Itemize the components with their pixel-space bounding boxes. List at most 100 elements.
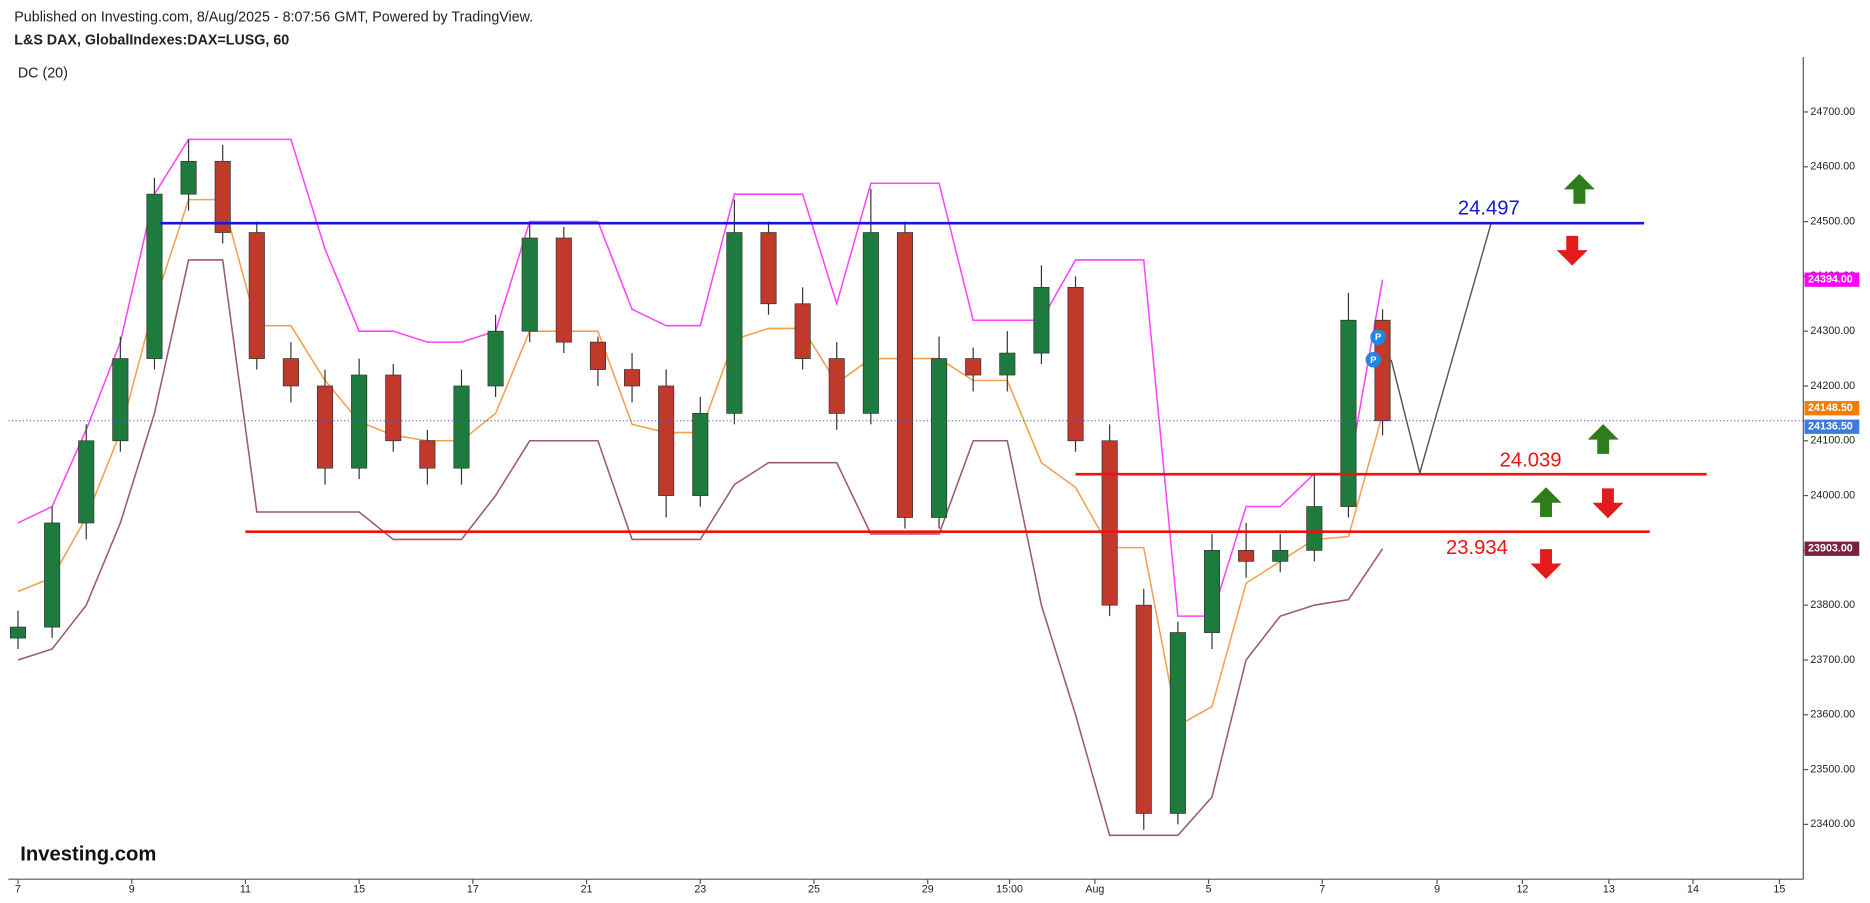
y-tick-label: 23700.00 — [1810, 654, 1855, 666]
candle-body — [351, 374, 368, 469]
x-tick-label: 15 — [1773, 884, 1785, 896]
candle-body — [862, 232, 879, 414]
candle-body — [282, 358, 299, 387]
price-tag — [1804, 401, 1860, 416]
candle-body — [794, 303, 811, 359]
x-tick-label: 9 — [1434, 884, 1440, 896]
candle-body — [180, 160, 197, 195]
candle-body — [828, 358, 845, 414]
candle-body — [1135, 604, 1152, 814]
price-tag — [1804, 272, 1860, 287]
order-marker-label: P — [1370, 355, 1377, 366]
y-tick-label: 23800.00 — [1810, 599, 1855, 611]
candle-body — [726, 232, 743, 414]
x-tick-label: 13 — [1603, 884, 1615, 896]
x-tick-label: 21 — [581, 884, 593, 896]
y-tick-label: 23400.00 — [1810, 818, 1855, 830]
candle-body — [1033, 286, 1050, 354]
candle-body — [658, 385, 675, 496]
candle-body — [44, 522, 61, 628]
indicator-label: DC (20) — [18, 66, 68, 82]
chart-title: L&S DAX, GlobalIndexes:DAX=LUSG, 60 — [14, 32, 289, 48]
candle-body — [146, 193, 163, 359]
candle-body — [1203, 550, 1221, 633]
candle-body — [760, 232, 777, 305]
candle-body — [453, 385, 470, 469]
arrow-down — [1592, 488, 1624, 519]
x-tick-label: 29 — [922, 884, 934, 896]
candle-body — [1169, 632, 1186, 814]
candle-body — [385, 374, 402, 442]
candle-body — [965, 358, 982, 376]
x-tick-label: 7 — [15, 884, 21, 896]
logo: Investing.com — [20, 844, 156, 866]
level-label: 23.934 — [1446, 537, 1508, 559]
candle-body — [1101, 440, 1118, 606]
arrow-up — [1563, 173, 1595, 204]
order-marker — [1365, 352, 1382, 368]
y-tick-label: 24300.00 — [1810, 325, 1855, 337]
y-tick-label: 24500.00 — [1810, 215, 1855, 227]
candle-body — [78, 440, 95, 524]
order-marker-label: P — [1375, 332, 1382, 343]
subtitle: Published on Investing.com, 8/Aug/2025 -… — [14, 10, 533, 26]
candle-body — [1306, 506, 1323, 551]
x-tick-label: 25 — [808, 884, 820, 896]
price-tag-label: 24136.50 — [1808, 421, 1853, 433]
candle-body — [1067, 286, 1084, 442]
x-tick-label: 12 — [1516, 884, 1528, 896]
level-label: 24.497 — [1458, 197, 1520, 219]
candle-body — [624, 369, 641, 387]
candle-body — [419, 440, 436, 469]
x-tick-label: 7 — [1319, 884, 1325, 896]
candle-body — [112, 358, 129, 442]
candle-body — [1272, 550, 1289, 562]
candle-body — [896, 232, 913, 518]
candle-body — [248, 232, 265, 359]
candle-body — [999, 352, 1016, 376]
candle-body — [9, 626, 27, 639]
arrow-down — [1530, 549, 1562, 579]
y-tick-label: 24600.00 — [1810, 161, 1855, 173]
y-tick-label: 23600.00 — [1810, 709, 1855, 721]
arrow-down — [1556, 235, 1588, 266]
x-tick-label: 14 — [1687, 884, 1699, 896]
channel-line — [17, 259, 1384, 837]
price-tag-label: 23903.00 — [1808, 543, 1853, 555]
candle-body — [589, 341, 606, 370]
candle-body — [692, 413, 709, 496]
y-tick-label: 24700.00 — [1810, 106, 1855, 118]
candle-body — [214, 160, 231, 233]
arrow-up — [1530, 487, 1562, 518]
x-tick-label: 15 — [353, 884, 365, 896]
candle-body — [487, 330, 504, 387]
channel-line — [17, 138, 1384, 617]
price-tag — [1804, 541, 1860, 556]
candle-body — [316, 385, 334, 469]
x-tick-label: 11 — [240, 884, 251, 896]
arrows — [1530, 173, 1624, 579]
x-tick-label: Aug — [1085, 884, 1104, 896]
x-tick-label: 15:00 — [996, 884, 1023, 896]
price-tag-label: 24394.00 — [1808, 273, 1853, 285]
x-tick-label: 17 — [467, 884, 479, 896]
candle-body — [555, 237, 572, 343]
order-marker — [1370, 329, 1386, 345]
x-tick-label: 23 — [694, 884, 706, 896]
y-tick-label: 23500.00 — [1810, 763, 1855, 775]
price-tag-label: 24148.50 — [1808, 402, 1853, 414]
y-tick-label: 24200.00 — [1810, 380, 1855, 392]
candle-body — [521, 237, 538, 332]
price-tag — [1804, 419, 1860, 434]
candle-body — [931, 358, 948, 518]
candle-body — [1374, 319, 1391, 422]
x-tick-label: 9 — [129, 884, 135, 896]
x-tick-label: 5 — [1206, 884, 1212, 896]
candle-body — [1238, 550, 1255, 562]
y-tick-label: 24000.00 — [1810, 489, 1855, 501]
arrow-up — [1587, 424, 1619, 454]
level-label: 24.039 — [1500, 449, 1562, 471]
y-tick-label: 24100.00 — [1810, 435, 1855, 447]
